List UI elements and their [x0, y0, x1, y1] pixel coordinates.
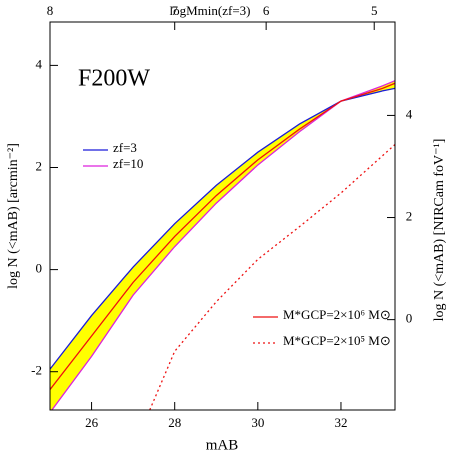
- legend-label: M*GCP=2×10⁵ M⊙: [283, 333, 391, 348]
- y2-tick-label: 4: [406, 106, 413, 121]
- y2-axis-label: log N (<mAB) [NIRCam foV⁻¹]: [432, 139, 447, 322]
- x2-axis-label: logMmin(zf=3): [170, 3, 251, 18]
- plot-area: [50, 80, 395, 410]
- x-tick-label: 26: [85, 415, 99, 430]
- annotation: F200W: [78, 66, 150, 92]
- x-tick-label: 32: [334, 415, 347, 430]
- y-tick-label: -2: [31, 363, 42, 378]
- y-tick-label: 4: [36, 56, 43, 71]
- legend-label: zf=10: [113, 156, 143, 171]
- x-axis-label: mAB: [206, 437, 239, 453]
- y2-tick-label: 2: [406, 209, 413, 224]
- band: [91, 265, 134, 358]
- y-tick-label: 0: [36, 261, 43, 276]
- y-tick-label: 2: [36, 158, 43, 173]
- x2-tick-label: 5: [371, 3, 378, 18]
- x2-tick-label: 6: [263, 3, 270, 18]
- x-tick-label: 28: [168, 415, 181, 430]
- x-tick-label: 30: [251, 415, 264, 430]
- series-line: [50, 87, 395, 370]
- y-axis-label: log N (<mAB) [arcmin⁻²]: [6, 143, 21, 289]
- frame: [49, 21, 396, 411]
- series-line: [149, 144, 395, 410]
- x2-tick-label: 8: [47, 3, 54, 18]
- x2-tick-label: 7: [171, 3, 178, 18]
- series-line: [51, 80, 395, 410]
- y2-tick-label: 0: [406, 311, 413, 326]
- legend-label: zf=3: [113, 140, 137, 155]
- series-line: [50, 82, 395, 390]
- legend-label: M*GCP=2×10⁶ M⊙: [283, 307, 391, 322]
